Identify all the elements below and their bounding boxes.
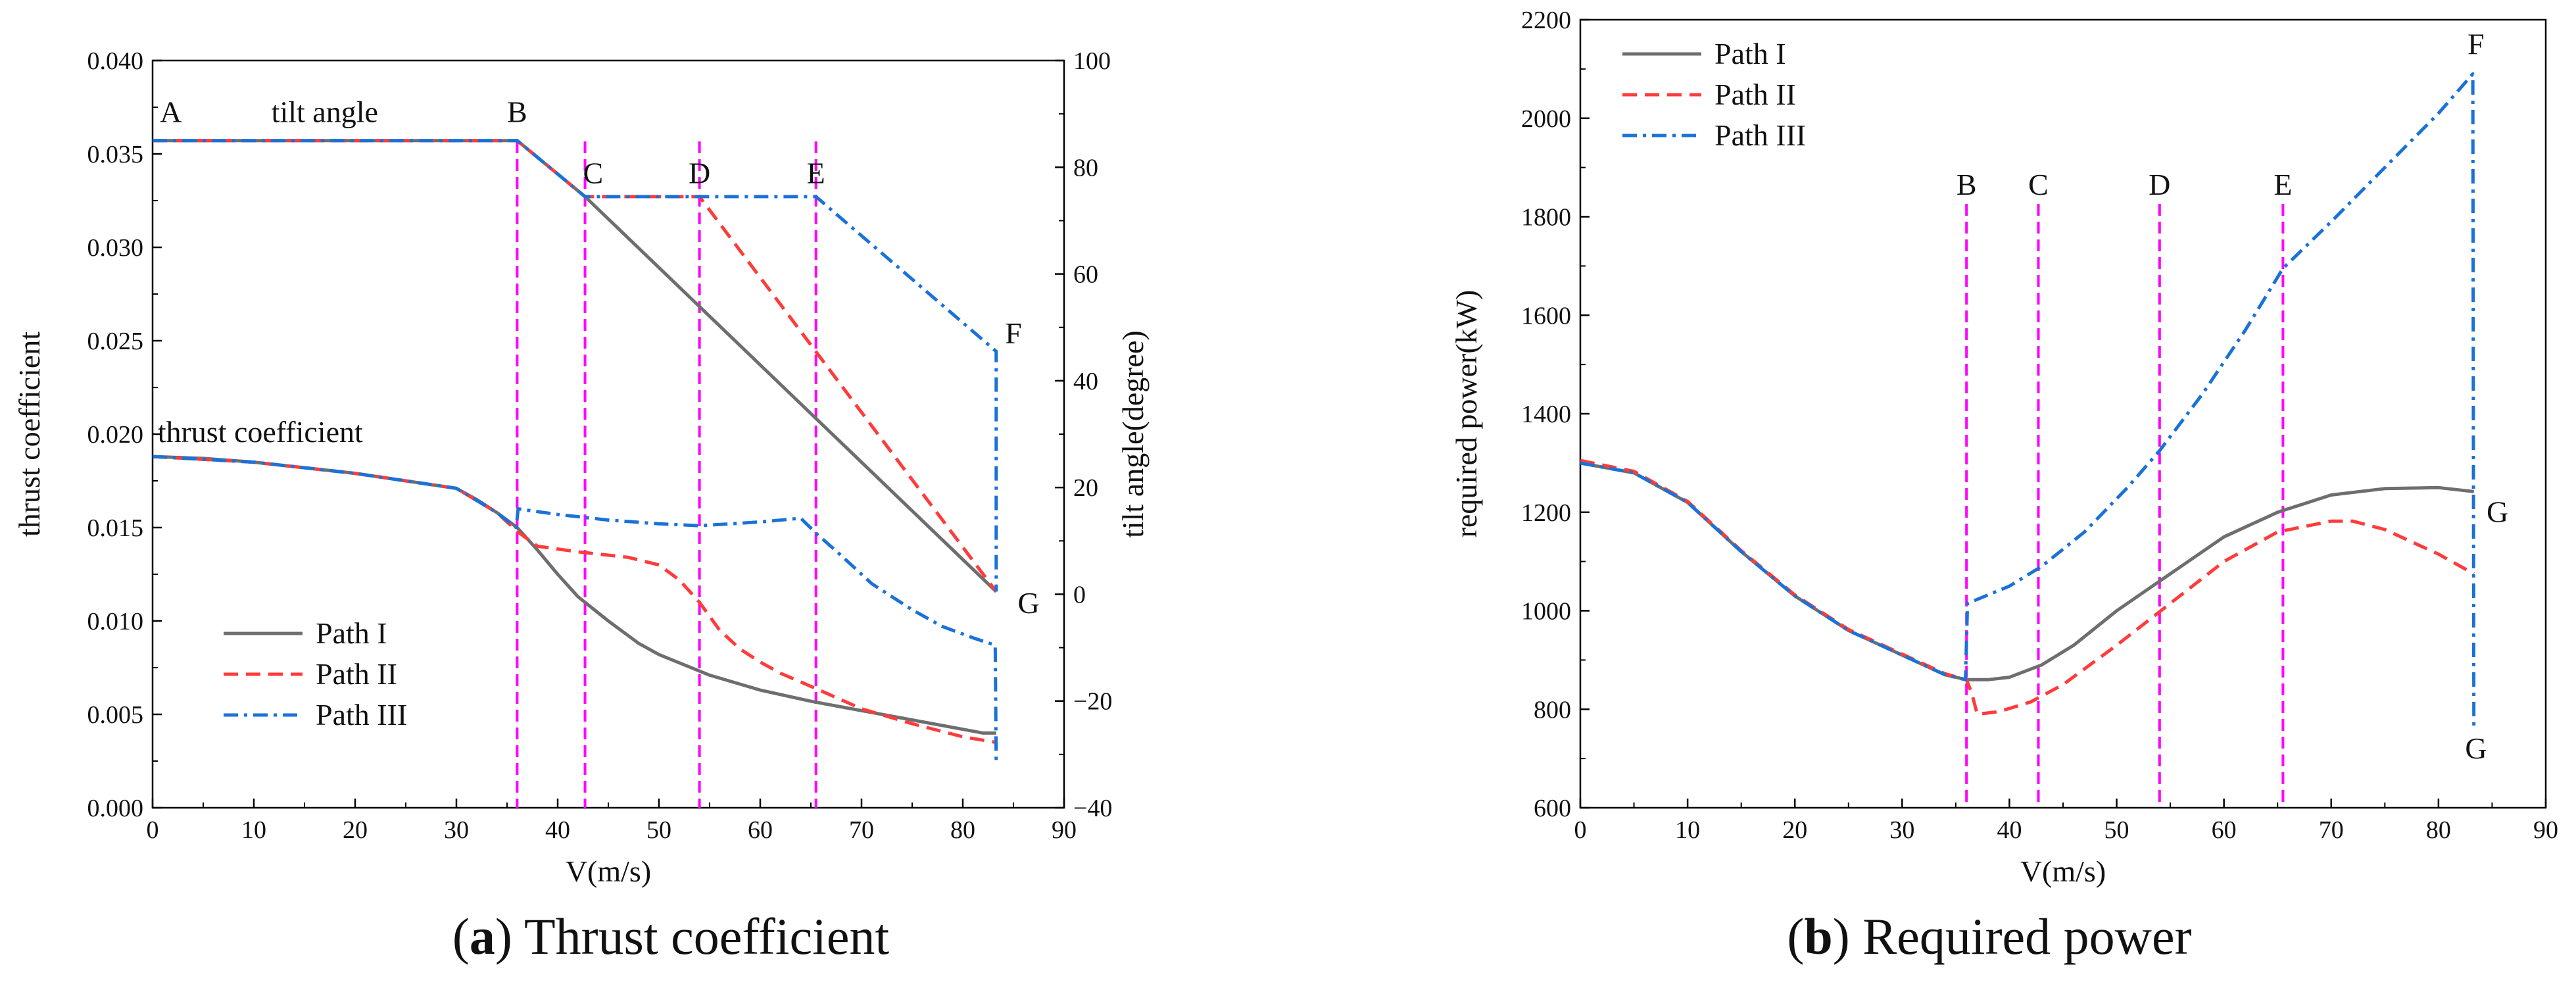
plot-area	[1580, 72, 2476, 729]
marker-label-e: E	[2273, 168, 2292, 201]
y2-tick-label: −20	[1073, 688, 1112, 716]
y-axis-title: required power(kW)	[1449, 290, 1483, 538]
x-tick-label: 0	[1574, 816, 1587, 844]
x-tick-label: 10	[241, 816, 266, 844]
annotation: tilt angle	[272, 95, 378, 128]
chart-required-power: 0 10 20 30 40 50 60 70 80 90 600 800 1000 1200 1400 160…	[1449, 7, 2558, 888]
y2-tick-label: 60	[1073, 261, 1098, 289]
x-tick-label: 80	[950, 816, 975, 844]
y2-tick-label: 100	[1073, 47, 1111, 75]
marker-label-d: D	[2149, 168, 2170, 201]
x-axis-title: V(m/s)	[566, 854, 651, 888]
y-tick-label: 0.030	[87, 234, 144, 262]
legend-label-path1: Path I	[316, 616, 387, 650]
legend-label-path2: Path II	[1714, 78, 1796, 111]
legend-label-path3: Path III	[1714, 118, 1806, 152]
y-tick-label: 600	[1534, 795, 1571, 822]
y-tick-label: 0.035	[87, 141, 144, 168]
series-line-path2-tilt	[153, 139, 998, 593]
series-line-path1-tilt	[153, 139, 998, 593]
y-axis-title: thrust coefficient	[12, 332, 46, 537]
x-axis-title: V(m/s)	[2020, 854, 2106, 888]
y-tick-label: 2000	[1521, 105, 1571, 133]
y-tick-label: 0.040	[87, 47, 144, 75]
series-line-path3	[1580, 72, 2476, 729]
y-tick-label: 1800	[1521, 204, 1571, 232]
x-tick-label: 90	[1052, 816, 1077, 844]
x-tick-label: 30	[1889, 816, 1914, 844]
y2-tick-label: 80	[1073, 154, 1098, 182]
y2-tick-label: 40	[1073, 368, 1098, 395]
series-line-path2	[1580, 458, 2475, 716]
annotation: D	[689, 157, 710, 190]
x-tick-label: 30	[444, 816, 469, 844]
y-tick-label: 2200	[1521, 7, 1571, 34]
chart-thrust-coefficient: 0 10 20 30 40 50 60 70 80 90 0.000 0.005 0.010 0.015 0…	[12, 47, 1150, 888]
y-tick-label: 0.015	[87, 514, 144, 542]
x-tick-label: 50	[646, 816, 671, 844]
legend-label-path1: Path I	[1714, 37, 1786, 70]
annotation: G	[2487, 495, 2508, 529]
annotation: G	[2465, 731, 2487, 765]
x-tick-label: 20	[343, 816, 368, 844]
legend-label-path2: Path II	[316, 657, 397, 691]
caption-b-letter: b	[1804, 908, 1832, 965]
x-tick-label: 70	[849, 816, 874, 844]
y-tick-label: 1400	[1521, 401, 1571, 428]
series-line-path3-thrust	[153, 455, 998, 765]
annotation: C	[583, 157, 604, 190]
annotation: E	[807, 157, 825, 190]
y-tick-label: 0.020	[87, 421, 144, 449]
y-tick-label: 1200	[1521, 499, 1571, 527]
y2-axis-title: tilt angle(degree)	[1116, 330, 1150, 537]
x-tick-label: 70	[2319, 816, 2344, 844]
legend-label-path3: Path III	[316, 698, 407, 731]
caption-a-text: Thrust coefficient	[524, 908, 890, 965]
annotation: B	[507, 95, 527, 128]
x-tick-label: 80	[2426, 816, 2451, 844]
y2-tick-label: 0	[1073, 581, 1086, 608]
x-tick-label: 90	[2533, 816, 2558, 844]
legend: Path I Path II Path III	[224, 616, 407, 731]
marker-label-b: B	[1956, 168, 1977, 201]
x-tick-label: 60	[748, 816, 773, 844]
y-tick-label: 0.010	[87, 608, 144, 635]
y-tick-label: 1000	[1521, 598, 1571, 626]
y-tick-label: 0.005	[87, 701, 144, 729]
annotation: A	[160, 95, 182, 128]
y2-tick-label: −40	[1073, 795, 1112, 822]
series-line-path2-thrust	[153, 455, 997, 745]
y-tick-label: 0.000	[87, 795, 144, 822]
annotation: F	[2467, 27, 2485, 61]
x-tick-label: 50	[2104, 816, 2129, 844]
annotation: F	[1005, 316, 1022, 350]
y-tick-label: 0.025	[87, 328, 144, 355]
caption-b-text: Required power	[1862, 908, 2191, 965]
annotation: thrust coefficient	[158, 415, 363, 449]
legend: Path I Path II Path III	[1622, 37, 1806, 152]
x-tick-label: 0	[147, 816, 159, 844]
y-tick-label: 1600	[1521, 302, 1571, 330]
x-tick-label: 20	[1782, 816, 1807, 844]
marker-label-c: C	[2028, 168, 2049, 201]
x-tick-label: 40	[1997, 816, 2022, 844]
series-line-path1-thrust	[153, 455, 996, 735]
x-tick-label: 60	[2212, 816, 2237, 844]
y-tick-label: 800	[1534, 696, 1571, 724]
series-line-path3-tilt	[153, 139, 998, 592]
x-tick-label: 10	[1675, 816, 1700, 844]
plot-area	[153, 139, 998, 765]
annotation: G	[1017, 586, 1039, 620]
y2-tick-label: 20	[1073, 474, 1098, 502]
series-line-path1	[1580, 461, 2474, 681]
caption-a-letter: a	[470, 908, 495, 965]
caption-a: (a) Thrust coefficient	[452, 908, 890, 965]
caption-b: (b) Required power	[1787, 908, 2191, 965]
x-tick-label: 40	[545, 816, 570, 844]
